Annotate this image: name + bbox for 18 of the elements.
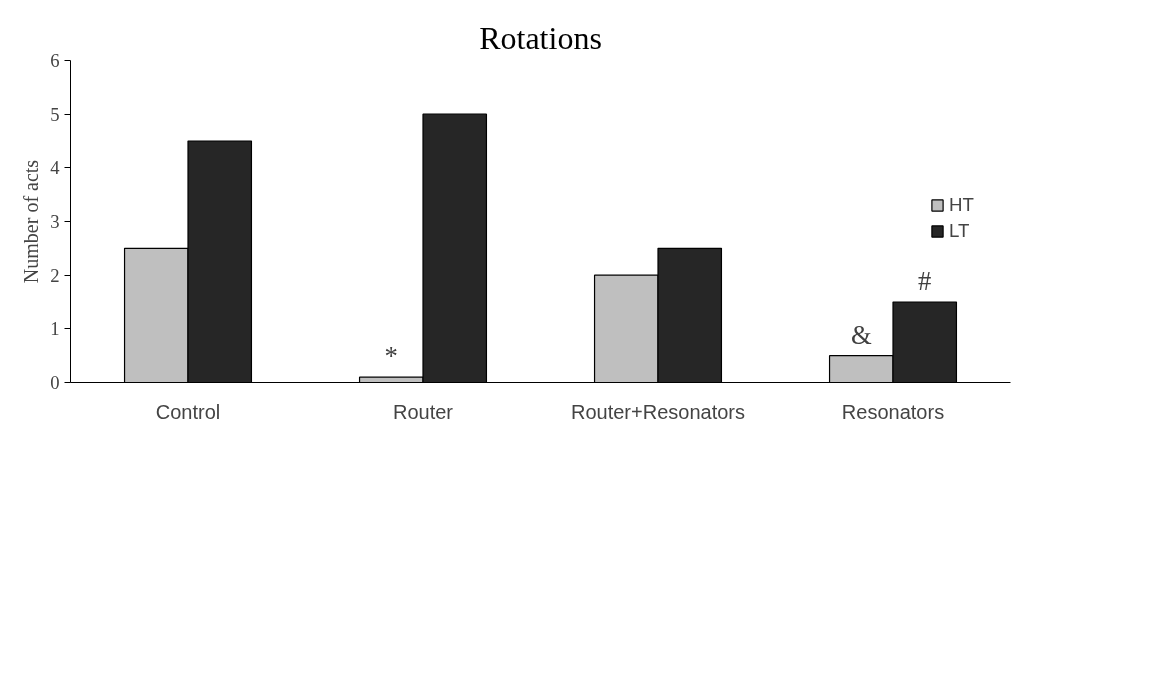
annotation: * <box>384 341 398 372</box>
y-tick-label: 6 <box>50 50 60 71</box>
y-axis-title: Number of acts <box>20 159 43 284</box>
x-tick-label: Router <box>392 400 454 423</box>
x-tick-label: Router+Resonators <box>571 400 745 423</box>
legend-label: LT <box>949 220 970 242</box>
y-tick-label: 0 <box>50 372 60 393</box>
annotation: & <box>850 319 872 350</box>
x-tick-label: Control <box>155 400 221 423</box>
y-tick-label: 1 <box>50 318 60 340</box>
legend-label: HT <box>949 194 974 216</box>
chart-title: Rotations <box>479 19 602 56</box>
y-tick-label: 4 <box>50 157 61 179</box>
x-tick-label: Resonators <box>841 400 945 423</box>
annotation: # <box>918 266 932 296</box>
y-tick-label: 5 <box>50 103 60 125</box>
y-tick-label: 2 <box>50 264 60 286</box>
y-tick-label: 3 <box>50 211 60 232</box>
